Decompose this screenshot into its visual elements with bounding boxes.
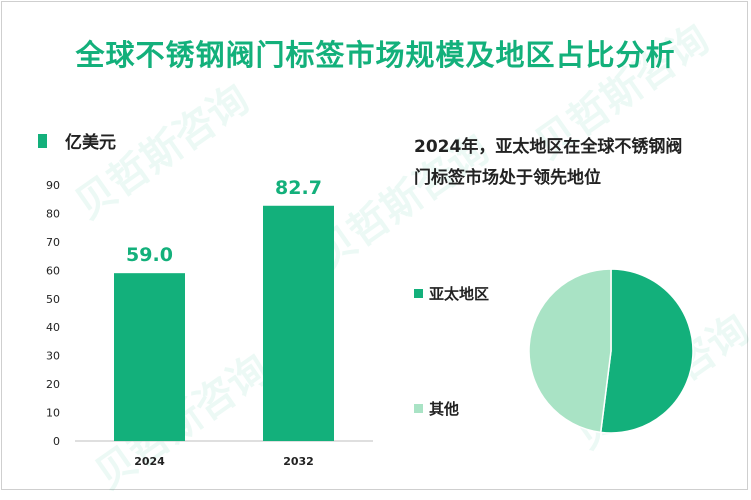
pie-legend-other: 其他 bbox=[414, 398, 459, 419]
bar-2024 bbox=[114, 273, 185, 441]
legend-swatch bbox=[414, 289, 423, 298]
legend-swatch bbox=[38, 133, 47, 148]
legend-label: 亿美元 bbox=[65, 133, 116, 153]
chart-frame bbox=[1, 1, 748, 490]
pie-caption: 2024年，亚太地区在全球不锈钢阀 门标签市场处于领先地位 bbox=[414, 132, 724, 194]
x-tick-label: 2024 bbox=[134, 455, 165, 468]
y-tick-label: 20 bbox=[46, 378, 60, 391]
bar-2032 bbox=[263, 205, 334, 441]
y-tick-label: 0 bbox=[53, 435, 60, 448]
y-tick-label: 10 bbox=[46, 407, 60, 420]
y-tick-label: 80 bbox=[46, 207, 60, 220]
bar-legend: 亿美元 bbox=[38, 128, 116, 153]
legend-label: 其他 bbox=[429, 400, 460, 418]
y-tick-label: 60 bbox=[46, 264, 60, 277]
bar-value-label: 59.0 bbox=[126, 244, 173, 266]
y-tick-label: 40 bbox=[46, 321, 60, 334]
y-tick-label: 50 bbox=[46, 293, 60, 306]
pie-caption-line: 2024年，亚太地区在全球不锈钢阀 bbox=[414, 137, 683, 157]
y-tick-label: 90 bbox=[46, 179, 60, 192]
x-tick-label: 2032 bbox=[283, 455, 314, 468]
legend-label: 亚太地区 bbox=[429, 285, 490, 303]
pie-legend-asia-pacific: 亚太地区 bbox=[414, 283, 489, 304]
pie-caption-line: 门标签市场处于领先地位 bbox=[414, 168, 601, 188]
chart-title: 全球不锈钢阀门标签市场规模及地区占比分析 bbox=[75, 38, 676, 72]
y-tick-label: 70 bbox=[46, 236, 60, 249]
legend-swatch bbox=[414, 404, 423, 413]
y-tick-label: 30 bbox=[46, 350, 60, 363]
bar-value-label: 82.7 bbox=[275, 177, 322, 199]
